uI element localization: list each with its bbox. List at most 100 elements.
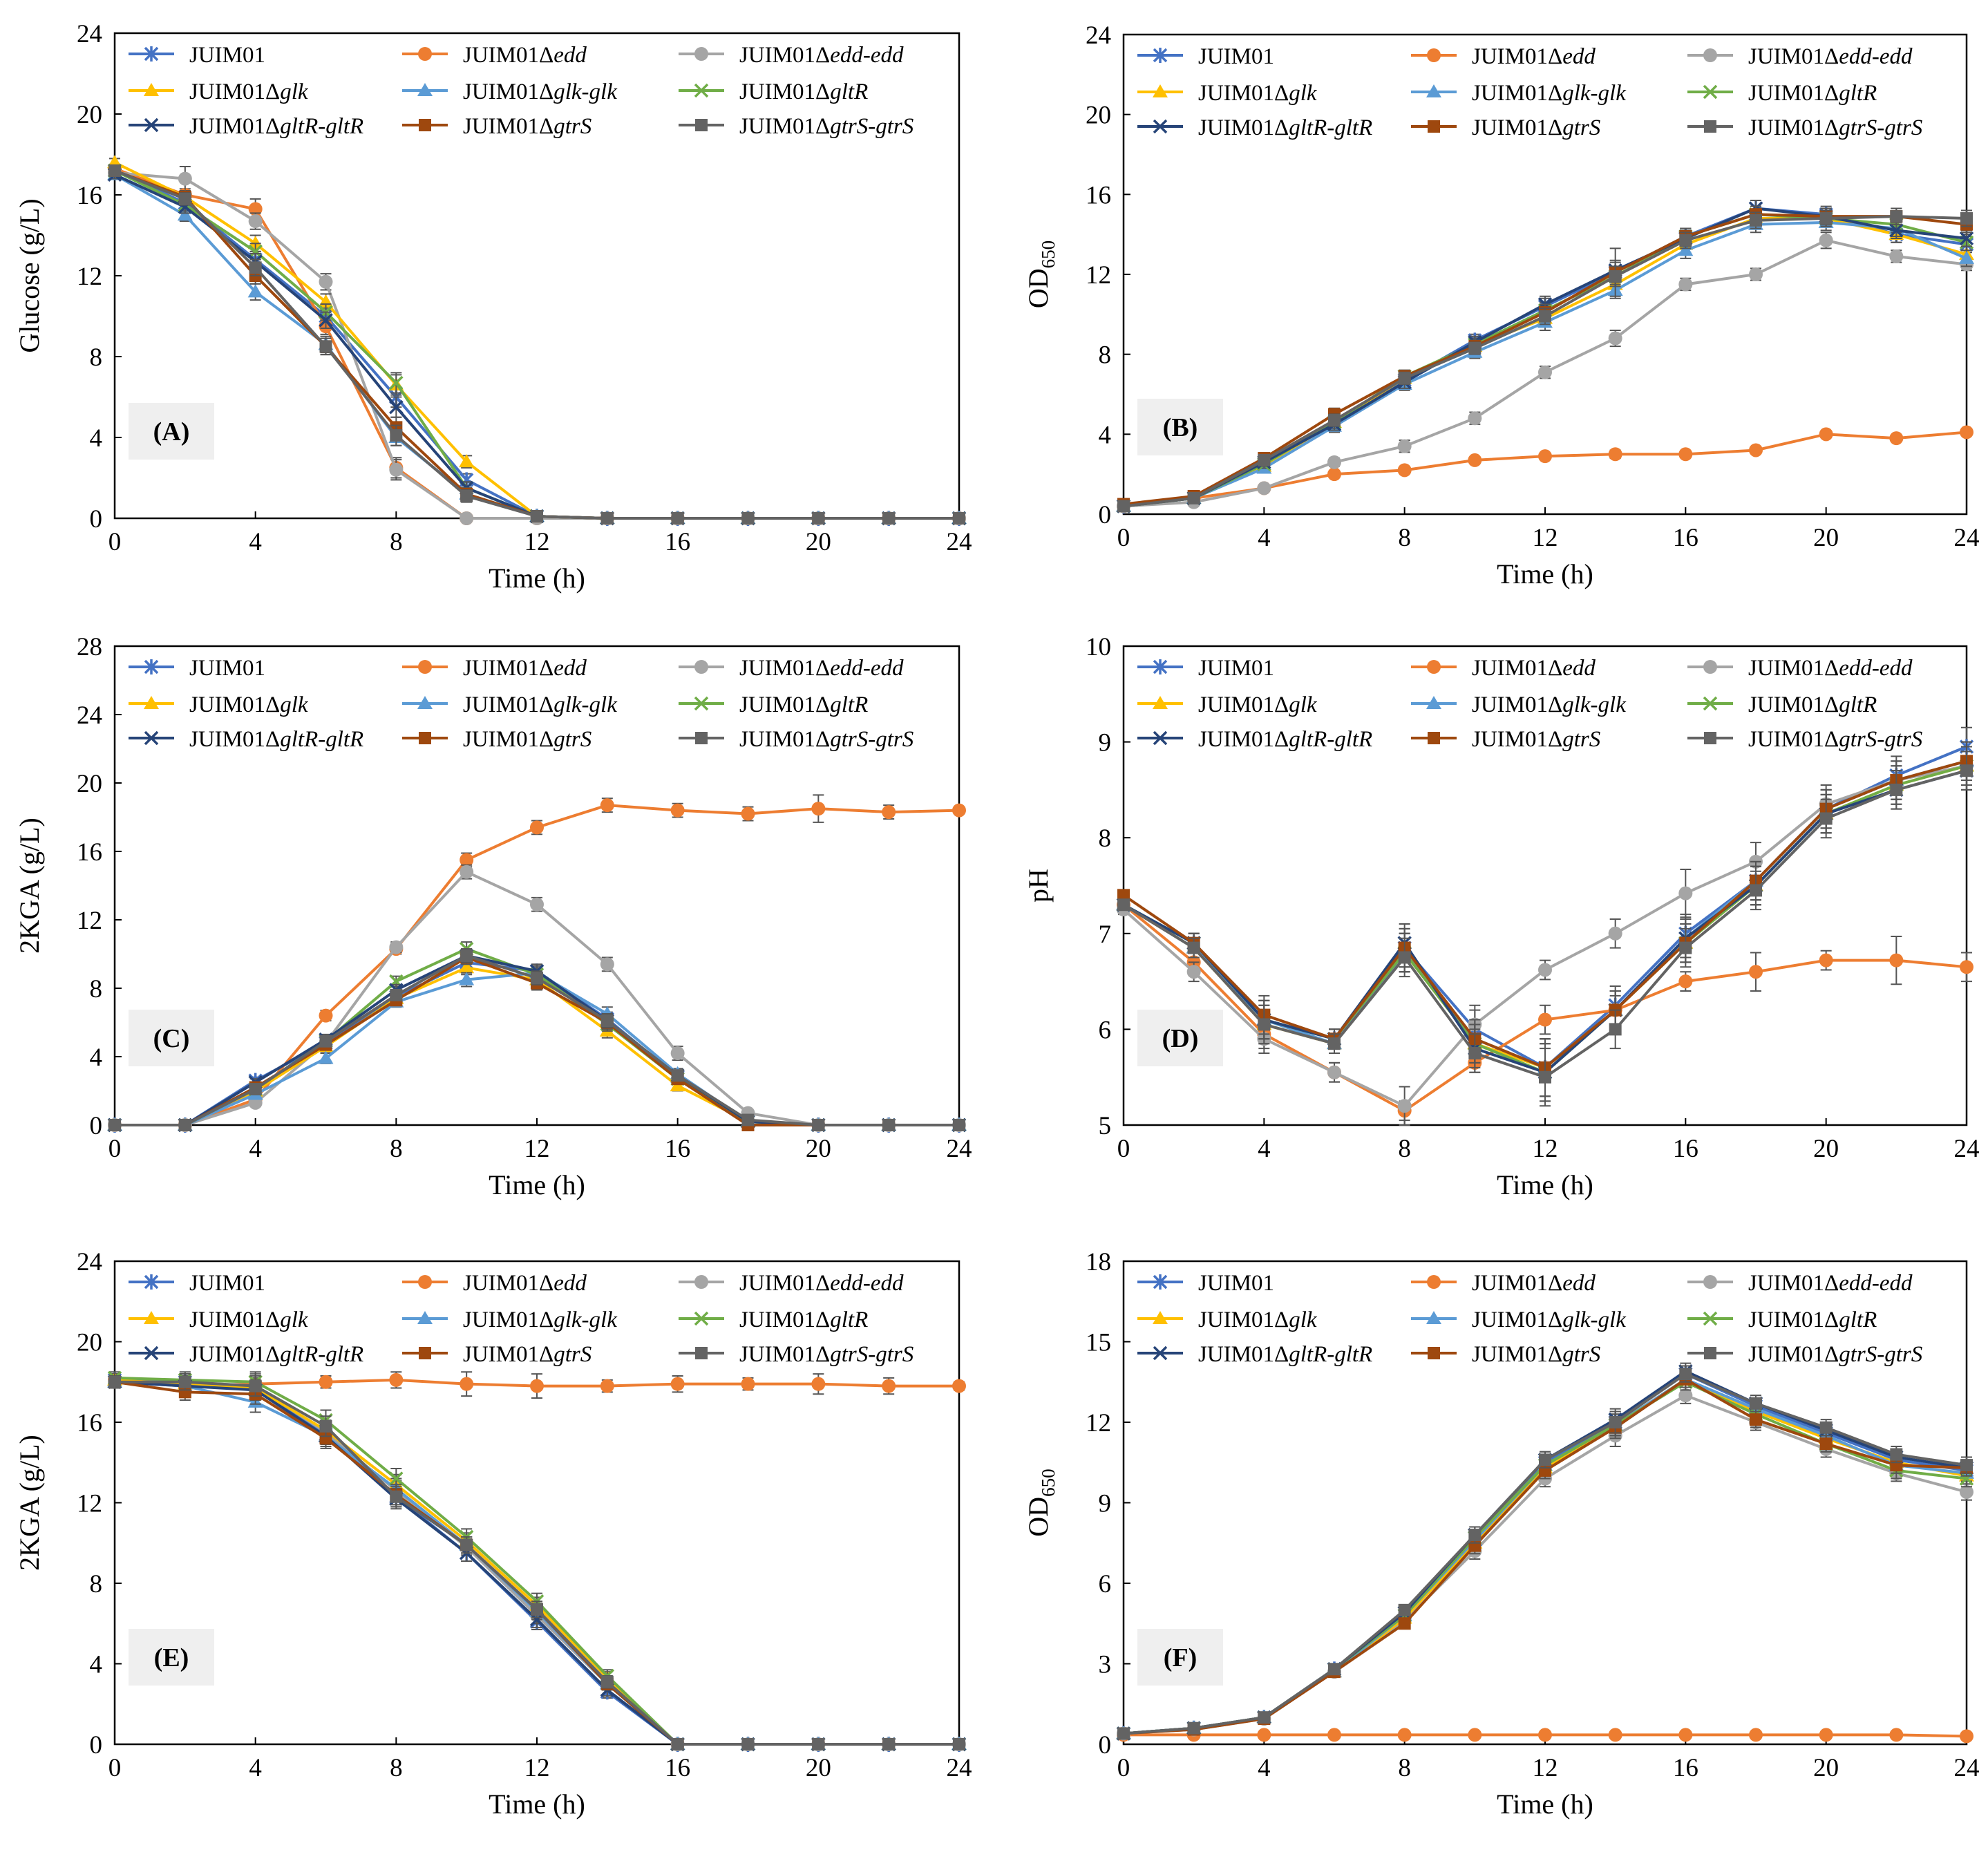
series-juim01-delta-gltr <box>107 163 967 526</box>
legend-item-juim01-delta-edd: JUIM01Δedd <box>1411 656 1596 681</box>
legend-marker <box>417 83 433 96</box>
y-tick-label: 0 <box>90 1112 103 1140</box>
x-tick-label: 20 <box>806 1135 831 1163</box>
y-tick-label: 16 <box>77 838 102 867</box>
data-point <box>531 972 543 985</box>
y-tick-label: 8 <box>1099 824 1112 853</box>
data-point <box>1258 1711 1271 1724</box>
legend-marker <box>144 46 159 62</box>
legend-item-juim01-delta-gltr-gltr: JUIM01ΔgltR-gltR <box>1137 115 1372 140</box>
data-point <box>1257 481 1271 495</box>
series-line <box>114 1380 959 1746</box>
data-point <box>811 802 826 816</box>
series-line <box>115 1380 959 1746</box>
x-tick-label: 24 <box>1954 524 1980 552</box>
legend-marker <box>419 1347 431 1359</box>
data-point <box>670 1046 685 1061</box>
data-point <box>1678 447 1693 462</box>
legend-item-juim01-delta-gtrs: JUIM01ΔgtrS <box>402 1342 591 1367</box>
data-point <box>741 1113 755 1126</box>
legend-item-juim01-delta-gltr: JUIM01ΔgltR <box>1687 1308 1877 1332</box>
data-point <box>671 1069 684 1082</box>
data-point <box>1679 234 1692 247</box>
legend-item-juim01-delta-gltr: JUIM01ΔgltR <box>1687 81 1877 106</box>
y-tick-label: 9 <box>1099 1490 1112 1518</box>
series-juim01 <box>107 162 967 526</box>
legend-label: JUIM01ΔgtrS <box>1472 727 1600 752</box>
data-point <box>1678 886 1693 900</box>
legend-item-juim01-delta-glk-glk: JUIM01Δglk-glk <box>1411 81 1627 106</box>
legend-item-juim01-delta-glk: JUIM01Δglk <box>1137 81 1318 106</box>
legend-marker <box>694 47 708 61</box>
data-point <box>319 340 332 353</box>
data-point <box>741 1377 755 1391</box>
legend-label: JUIM01Δglk <box>1198 692 1318 717</box>
data-point <box>1678 1388 1693 1403</box>
legend-label: JUIM01Δglk-glk <box>1472 692 1627 717</box>
data-point <box>1960 960 1973 974</box>
legend-label: JUIM01ΔgltR-gltR <box>1198 1342 1372 1367</box>
y-tick-label: 20 <box>77 1329 102 1357</box>
panel-e: 0 4 8 12 16 20 24 0 4 8 12 16 20 24 Time (h) 2KGA (g/L)… <box>14 1248 972 1820</box>
data-point <box>389 462 404 477</box>
data-point <box>530 820 544 835</box>
data-point <box>460 865 474 879</box>
panel-label: (E) <box>154 1643 189 1672</box>
legend-label: JUIM01 <box>1198 1271 1274 1296</box>
x-tick-label: 24 <box>1954 1754 1980 1782</box>
data-point <box>249 1083 262 1096</box>
data-point <box>1750 884 1762 897</box>
data-point <box>1117 889 1130 902</box>
data-point <box>1890 1448 1903 1461</box>
legend-label: JUIM01 <box>1198 656 1274 681</box>
x-tick-label: 20 <box>1813 1135 1839 1163</box>
x-axis-label: Time (h) <box>1497 1788 1593 1820</box>
legend-label: JUIM01ΔgltR-gltR <box>189 1342 363 1367</box>
series-juim01-delta-gtrs <box>1117 205 1973 511</box>
series-line <box>1123 1372 1967 1735</box>
legend-label: JUIM01 <box>189 43 265 68</box>
data-point <box>1327 467 1341 482</box>
data-point <box>953 1738 965 1750</box>
panel-c: 0 4 8 12 16 20 24 28 0 4 8 12 16 20 24 Time (h) 2KGA (g/… <box>14 633 972 1200</box>
legend-marker <box>1426 84 1441 97</box>
legend: JUIM01 JUIM01Δedd JUIM01Δedd-edd JUIM01Δglk… <box>129 43 913 139</box>
legend-item-juim01-delta-edd: JUIM01Δedd <box>1411 1271 1596 1296</box>
data-point <box>1186 965 1201 979</box>
legend-item-juim01: JUIM01 <box>129 43 265 68</box>
series-line <box>1123 1372 1967 1735</box>
x-tick-label: 24 <box>947 528 972 556</box>
legend-marker <box>1703 1275 1717 1289</box>
legend-item-juim01-delta-gltr-gltr: JUIM01ΔgltR-gltR <box>129 1342 363 1367</box>
panel-label-box <box>1137 1010 1223 1066</box>
legend-marker <box>694 1311 709 1326</box>
y-tick-label: 16 <box>77 1409 102 1437</box>
data-point <box>1328 1663 1341 1676</box>
x-tick-label: 12 <box>524 1754 550 1782</box>
data-point <box>670 803 685 818</box>
x-tick-label: 8 <box>390 1754 403 1782</box>
data-point <box>812 1738 825 1750</box>
legend-label: JUIM01Δglk-glk <box>463 1308 618 1332</box>
data-point <box>249 261 262 274</box>
series-juim01 <box>107 1372 967 1752</box>
data-point <box>1328 1037 1341 1050</box>
data-point <box>460 853 474 867</box>
series-line <box>114 167 959 520</box>
data-point <box>1750 1397 1762 1410</box>
y-tick-label: 4 <box>90 1651 103 1679</box>
data-point <box>1327 1728 1341 1742</box>
legend-marker <box>1703 84 1718 100</box>
y-tick-label: 5 <box>1099 1112 1112 1140</box>
data-point <box>1468 1529 1481 1542</box>
y-axis-label: pH <box>1023 869 1054 903</box>
legend-label: JUIM01ΔgltR-gltR <box>189 727 363 752</box>
legend-marker <box>1703 696 1718 711</box>
data-point <box>178 192 191 205</box>
series-juim01-delta-gtrs-gtrs <box>108 164 965 525</box>
x-tick-label: 12 <box>524 528 550 556</box>
y-tick-label: 10 <box>1086 633 1111 661</box>
legend-label: JUIM01Δedd-edd <box>739 656 904 681</box>
legend-marker <box>694 1275 708 1289</box>
